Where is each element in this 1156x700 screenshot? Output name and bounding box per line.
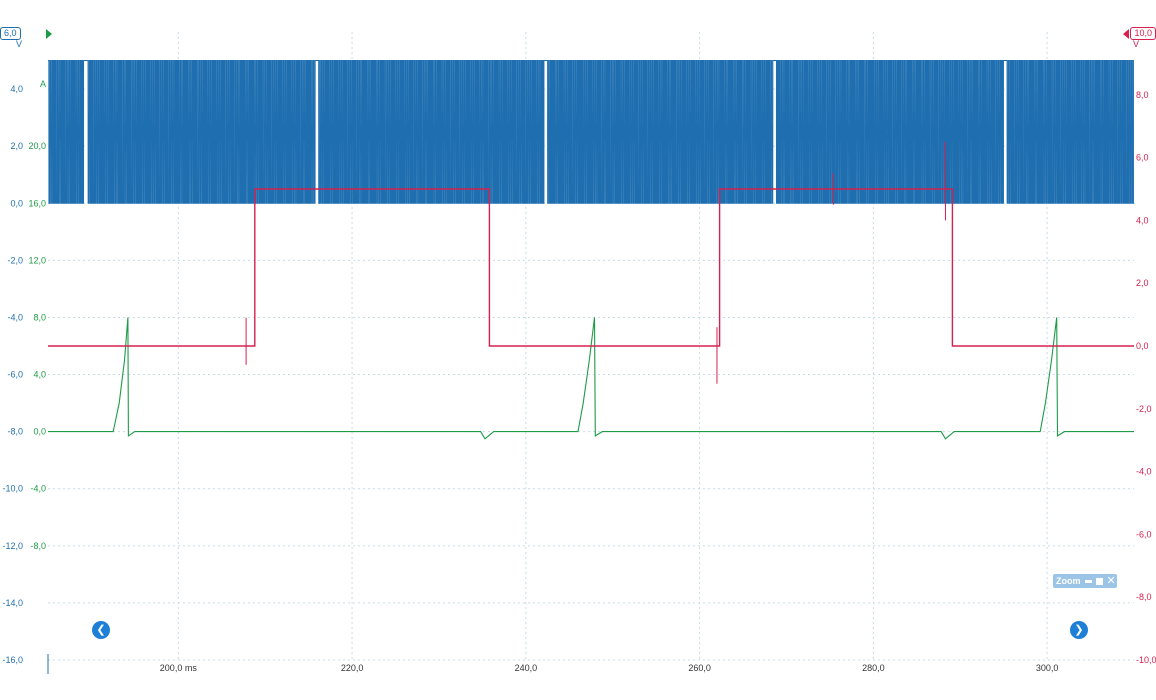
channel-a-range-badge[interactable]: 6,0 [0,27,21,40]
trace-channel-a [48,60,1135,204]
y-tick-label-c: 8,0 [1136,90,1149,100]
y-tick-label-c: -8,0 [1136,592,1152,602]
y-tick-label-c: 4,0 [1136,215,1149,225]
x-tick-label: 200,0 ms [160,663,198,673]
y-tick-label-b: 16,0 [28,198,46,208]
channel-c-unit: V [1133,39,1140,49]
y-tick-label-b: 12,0 [28,255,46,265]
y-tick-label-a: 4,0 [10,84,23,94]
y-tick-label-b: 8,0 [33,312,46,322]
y-tick-label-a: -16,0 [2,655,23,665]
y-tick-label-c: -4,0 [1136,467,1152,477]
signal-traces [48,60,1135,440]
y-tick-label-a: -6,0 [7,370,23,380]
zoom-label: Zoom [1056,576,1081,586]
y-tick-label-a: -12,0 [2,541,23,551]
x-tick-label: 280,0 [862,663,885,673]
x-tick-label: 240,0 [515,663,538,673]
y-tick-label-b: -4,0 [30,484,46,494]
y-tick-label-a: -8,0 [7,427,23,437]
chevron-right-icon[interactable]: ❯ [1070,621,1088,639]
zoom-minus-icon[interactable] [1084,579,1092,583]
y-tick-label-b: 0,0 [33,427,46,437]
y-tick-label-a: 0,0 [10,198,23,208]
x-tick-label: 220,0 [341,663,364,673]
zoom-panel[interactable]: Zoom ✕ [1053,574,1117,588]
x-tick-label: 260,0 [688,663,711,673]
y-tick-label-c: -2,0 [1136,404,1152,414]
y-tick-label-b: 20,0 [28,141,46,151]
y-tick-label-c: -10,0 [1136,655,1156,665]
y-tick-label-c: 2,0 [1136,278,1149,288]
y-tick-label-c: 6,0 [1136,153,1149,163]
y-tick-label-a: -10,0 [2,484,23,494]
y-tick-label-c: -6,0 [1136,529,1152,539]
y-tick-label-a: -14,0 [2,598,23,608]
channel-a-unit: V [16,39,23,49]
zoom-close-icon[interactable]: ✕ [1106,575,1116,587]
y-tick-label-b: -8,0 [30,541,46,551]
zoom-square-icon[interactable] [1095,577,1103,585]
trace-channel-b [48,317,1134,440]
trace-channel-c [48,188,1134,347]
x-tick-label: 300,0 [1036,663,1059,673]
channel-c-marker-icon[interactable] [1123,29,1129,39]
channel-b-unit: A [40,79,47,89]
y-tick-label-a: -4,0 [7,312,23,322]
y-tick-label-b: 4,0 [33,370,46,380]
chevron-left-icon[interactable]: ❮ [92,621,110,639]
channel-a-marker-icon[interactable] [46,29,52,39]
y-tick-label-c: 0,0 [1136,341,1149,351]
axis-tick-labels: 4,0 2,0 0,0 -2,0 -4,0 -6,0 -8,0 -10,0 -12,0 -14,0… [2,84,1156,673]
y-tick-label-a: -2,0 [7,255,23,265]
y-tick-label-a: 2,0 [10,141,23,151]
